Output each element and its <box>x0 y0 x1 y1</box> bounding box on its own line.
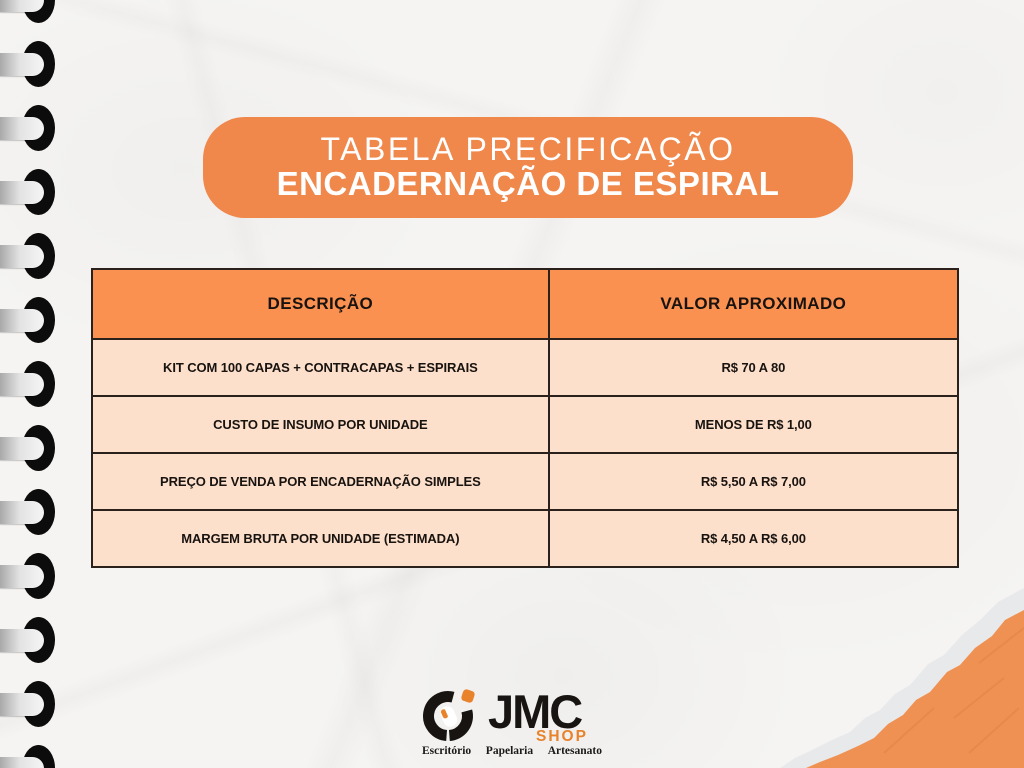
spiral-ring <box>0 232 60 280</box>
table-row: MARGEM BRUTA POR UNIDADE (ESTIMADA) R$ 4,… <box>91 509 960 568</box>
spiral-ring <box>0 0 60 24</box>
spiral-binding <box>0 0 80 768</box>
ring-hole <box>0 245 44 268</box>
pricing-table: DESCRIÇÃO VALOR APROXIMADO KIT COM 100 C… <box>91 268 960 568</box>
table-row: PREÇO DE VENDA POR ENCADERNAÇÃO SIMPLES R… <box>91 452 960 511</box>
mouse-icon <box>440 706 458 727</box>
spiral-ring <box>0 552 60 600</box>
spiral-ring <box>0 424 60 472</box>
table-body: KIT COM 100 CAPAS + CONTRACAPAS + ESPIRA… <box>91 338 960 568</box>
ring-hole <box>0 437 44 460</box>
ring-hole <box>0 53 44 76</box>
cell-description: KIT COM 100 CAPAS + CONTRACAPAS + ESPIRA… <box>91 338 550 397</box>
tagline-word-papelaria: Papelaria <box>485 745 534 757</box>
tagline-word-escritorio: Escritório <box>422 745 472 757</box>
poster-title: TABELA PRECIFICAÇÃO <box>320 130 736 167</box>
table-row: CUSTO DE INSUMO POR UNIDADE MENOS DE R$ 1… <box>91 395 960 454</box>
cell-value: MENOS DE R$ 1,00 <box>547 395 960 454</box>
column-header-descricao: DESCRIÇÃO <box>91 268 550 340</box>
j-dot <box>461 689 475 703</box>
jmc-logo-icon <box>423 689 475 741</box>
cell-description: PREÇO DE VENDA POR ENCADERNAÇÃO SIMPLES <box>91 452 550 511</box>
ring-hole <box>0 117 44 140</box>
column-header-valor: VALOR APROXIMADO <box>547 268 960 340</box>
ring-hole <box>0 309 44 332</box>
spiral-ring <box>0 168 60 216</box>
spiral-ring <box>0 744 60 768</box>
spiral-ring <box>0 296 60 344</box>
spiral-ring <box>0 360 60 408</box>
cell-value: R$ 70 A 80 <box>547 338 960 397</box>
spiral-ring <box>0 104 60 152</box>
ring-hole <box>0 693 44 716</box>
tagline-word-artesanato: Artesanato <box>547 745 602 757</box>
cell-value: R$ 5,50 A R$ 7,00 <box>547 452 960 511</box>
ring-hole <box>0 565 44 588</box>
cell-description: CUSTO DE INSUMO POR UNIDADE <box>91 395 550 454</box>
ring-hole <box>0 373 44 396</box>
spiral-ring <box>0 488 60 536</box>
torn-corner-orange <box>806 610 1024 768</box>
spiral-ring <box>0 616 60 664</box>
spiral-ring <box>0 680 60 728</box>
logo-tagline: Escritório Papelaria Artesanato <box>422 745 602 757</box>
brand-logo: JMC SHOP Escritório Papelaria Artesanato <box>420 684 605 760</box>
torn-corner-decoration <box>780 588 1024 768</box>
cell-description: MARGEM BRUTA POR UNIDADE (ESTIMADA) <box>91 509 550 568</box>
logo-shop-label: SHOP <box>536 728 588 745</box>
poster-subtitle: ENCADERNAÇÃO DE ESPIRAL <box>276 165 780 203</box>
ring-hole <box>0 629 44 652</box>
table-header-row: DESCRIÇÃO VALOR APROXIMADO <box>91 268 960 340</box>
logo-name: JMC <box>488 685 583 738</box>
ring-hole <box>0 757 44 768</box>
spiral-ring <box>0 40 60 88</box>
ring-hole <box>0 0 44 12</box>
title-banner: TABELA PRECIFICAÇÃO ENCADERNAÇÃO DE ESPI… <box>203 117 853 218</box>
ring-hole <box>0 181 44 204</box>
cell-value: R$ 4,50 A R$ 6,00 <box>547 509 960 568</box>
ring-hole <box>0 501 44 524</box>
table-row: KIT COM 100 CAPAS + CONTRACAPAS + ESPIRA… <box>91 338 960 397</box>
